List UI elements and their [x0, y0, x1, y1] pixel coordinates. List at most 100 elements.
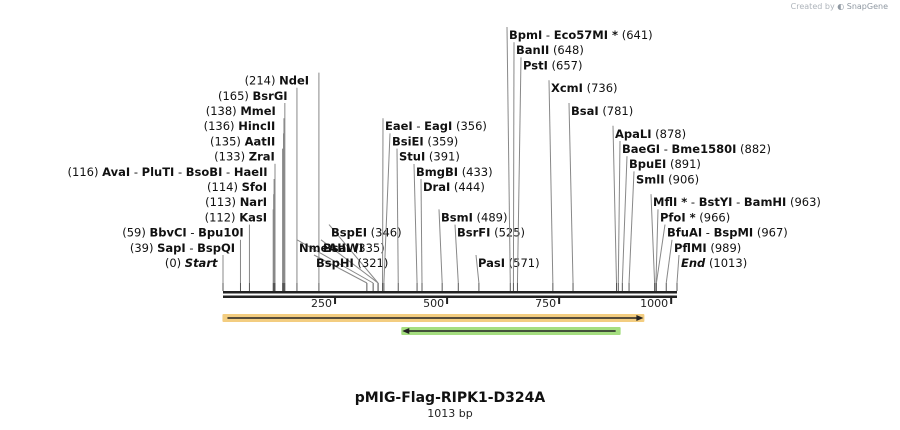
enzyme-label: BsiEI (359)	[392, 134, 458, 148]
enzyme-position: (39)	[130, 241, 154, 255]
enzyme-name: BspQI	[197, 241, 235, 255]
enzyme-position: (391)	[429, 150, 460, 164]
enzyme-label: BspEI (346)	[331, 226, 402, 240]
enzyme-label: ApaLI (878)	[615, 127, 686, 141]
enzyme-label: BsmI (489)	[441, 210, 507, 224]
enzyme-name: BbvCI	[149, 226, 186, 240]
enzyme-name: AvaI	[102, 165, 130, 179]
enzyme-name: PstI	[523, 58, 548, 72]
cut-site-line	[655, 209, 659, 284]
cut-site-line	[612, 125, 617, 284]
ruler-tick-label: 500	[423, 297, 444, 310]
enzyme-position: (321)	[357, 256, 388, 270]
watermark-brand: SnapGene	[846, 2, 888, 11]
enzyme-name: BspHI	[316, 256, 354, 270]
enzyme-name: ZraI	[249, 150, 275, 164]
enzyme-name: BspMI	[714, 226, 754, 240]
enzyme-name: BanII	[516, 43, 549, 57]
enzyme-position: (133)	[214, 150, 245, 164]
enzyme-position: (444)	[454, 180, 485, 194]
enzyme-label: (138) MmeI	[206, 104, 276, 118]
cut-site-line	[438, 209, 443, 284]
backbone-top-strand	[223, 291, 677, 294]
enzyme-name: BsrGI	[253, 89, 288, 103]
enzyme-separator: -	[687, 195, 698, 209]
enzyme-position: (989)	[710, 241, 741, 255]
enzyme-separator: -	[187, 226, 198, 240]
enzyme-label: SmlI (906)	[636, 172, 699, 186]
enzyme-position: (116)	[68, 165, 99, 179]
enzyme-name: End	[681, 256, 706, 270]
enzyme-label: BsrFI (525)	[457, 226, 525, 240]
enzyme-label: BmgBI (433)	[416, 165, 493, 179]
enzyme-name: EaeI	[385, 119, 413, 133]
cut-site-line	[655, 224, 666, 284]
enzyme-position: (135)	[210, 134, 241, 148]
enzyme-name: MflI *	[653, 195, 687, 209]
cut-site-line	[617, 140, 621, 284]
cut-site-line	[665, 239, 673, 284]
enzyme-name: NarI	[240, 195, 267, 209]
enzyme-separator: -	[130, 165, 141, 179]
enzyme-position: (356)	[456, 119, 487, 133]
enzyme-label: (113) NarI	[205, 195, 267, 209]
enzyme-name: BpmI	[509, 28, 542, 42]
enzyme-position: (0)	[165, 256, 181, 270]
enzyme-name: Bpu10I	[198, 226, 243, 240]
enzyme-position: (966)	[699, 210, 730, 224]
enzyme-name: BpuEI	[629, 157, 666, 171]
enzyme-name: SmlI	[636, 172, 665, 186]
enzyme-position: (112)	[205, 210, 236, 224]
cut-site-line	[413, 163, 418, 284]
enzyme-label: XcmI (736)	[551, 81, 618, 95]
enzyme-label: (165) BsrGI	[218, 89, 288, 103]
enzyme-name: Bme1580I	[672, 142, 737, 156]
cut-site-line	[568, 102, 574, 284]
enzyme-name: BmgBI	[416, 165, 458, 179]
watermark-created-by: Created by	[790, 2, 835, 11]
cut-site-line	[296, 239, 374, 284]
enzyme-position: (214)	[245, 74, 276, 88]
enzyme-position: (136)	[204, 119, 235, 133]
enzyme-position: (571)	[509, 256, 540, 270]
snapgene-watermark: Created by ◐ SnapGene	[791, 2, 888, 11]
enzyme-position: (648)	[553, 43, 584, 57]
enzyme-separator: -	[542, 28, 553, 42]
enzyme-name: StuI	[399, 150, 425, 164]
enzyme-position: (114)	[207, 180, 238, 194]
orange-feature-arrowhead	[636, 315, 644, 321]
cut-site-line	[328, 224, 379, 284]
enzyme-position: (1013)	[709, 256, 747, 270]
enzyme-name: PasI	[478, 256, 505, 270]
enzyme-label: (0) Start	[165, 256, 218, 270]
enzyme-label: BpuEI (891)	[629, 157, 701, 171]
cut-site-line	[676, 254, 680, 284]
enzyme-label: StuI (391)	[399, 150, 460, 164]
cut-site-line	[320, 239, 379, 284]
backbone-bottom-strand	[223, 295, 677, 298]
enzyme-label: BpmI - Eco57MI * (641)	[509, 28, 653, 42]
enzyme-separator: -	[174, 165, 185, 179]
enzyme-separator: -	[660, 142, 671, 156]
enzyme-label: BspHI (321)	[316, 256, 388, 270]
enzyme-label: BfuAI - BspMI (967)	[667, 226, 788, 240]
enzyme-label: NmeAIII (335)	[299, 241, 385, 255]
green-feature-arrowhead	[402, 328, 410, 334]
enzyme-name: SapI	[157, 241, 186, 255]
cut-site-line	[420, 178, 423, 284]
enzyme-position: (891)	[670, 157, 701, 171]
cut-site-line	[516, 57, 522, 284]
enzyme-name: HaeII	[234, 165, 268, 179]
enzyme-position: (489)	[477, 210, 508, 224]
cut-site-line	[506, 26, 511, 284]
enzyme-label: DraI (444)	[423, 180, 485, 194]
enzyme-label: (114) SfoI	[207, 180, 267, 194]
enzyme-position: (335)	[354, 241, 385, 255]
enzyme-name: PflMI	[674, 241, 707, 255]
enzyme-name: DraI	[423, 180, 450, 194]
enzyme-name: BaeGI	[622, 142, 660, 156]
enzyme-name: HincII	[238, 119, 275, 133]
ruler-tick-label: 1000	[640, 297, 668, 310]
enzyme-separator: -	[186, 241, 197, 255]
enzyme-name: Start	[185, 256, 218, 270]
